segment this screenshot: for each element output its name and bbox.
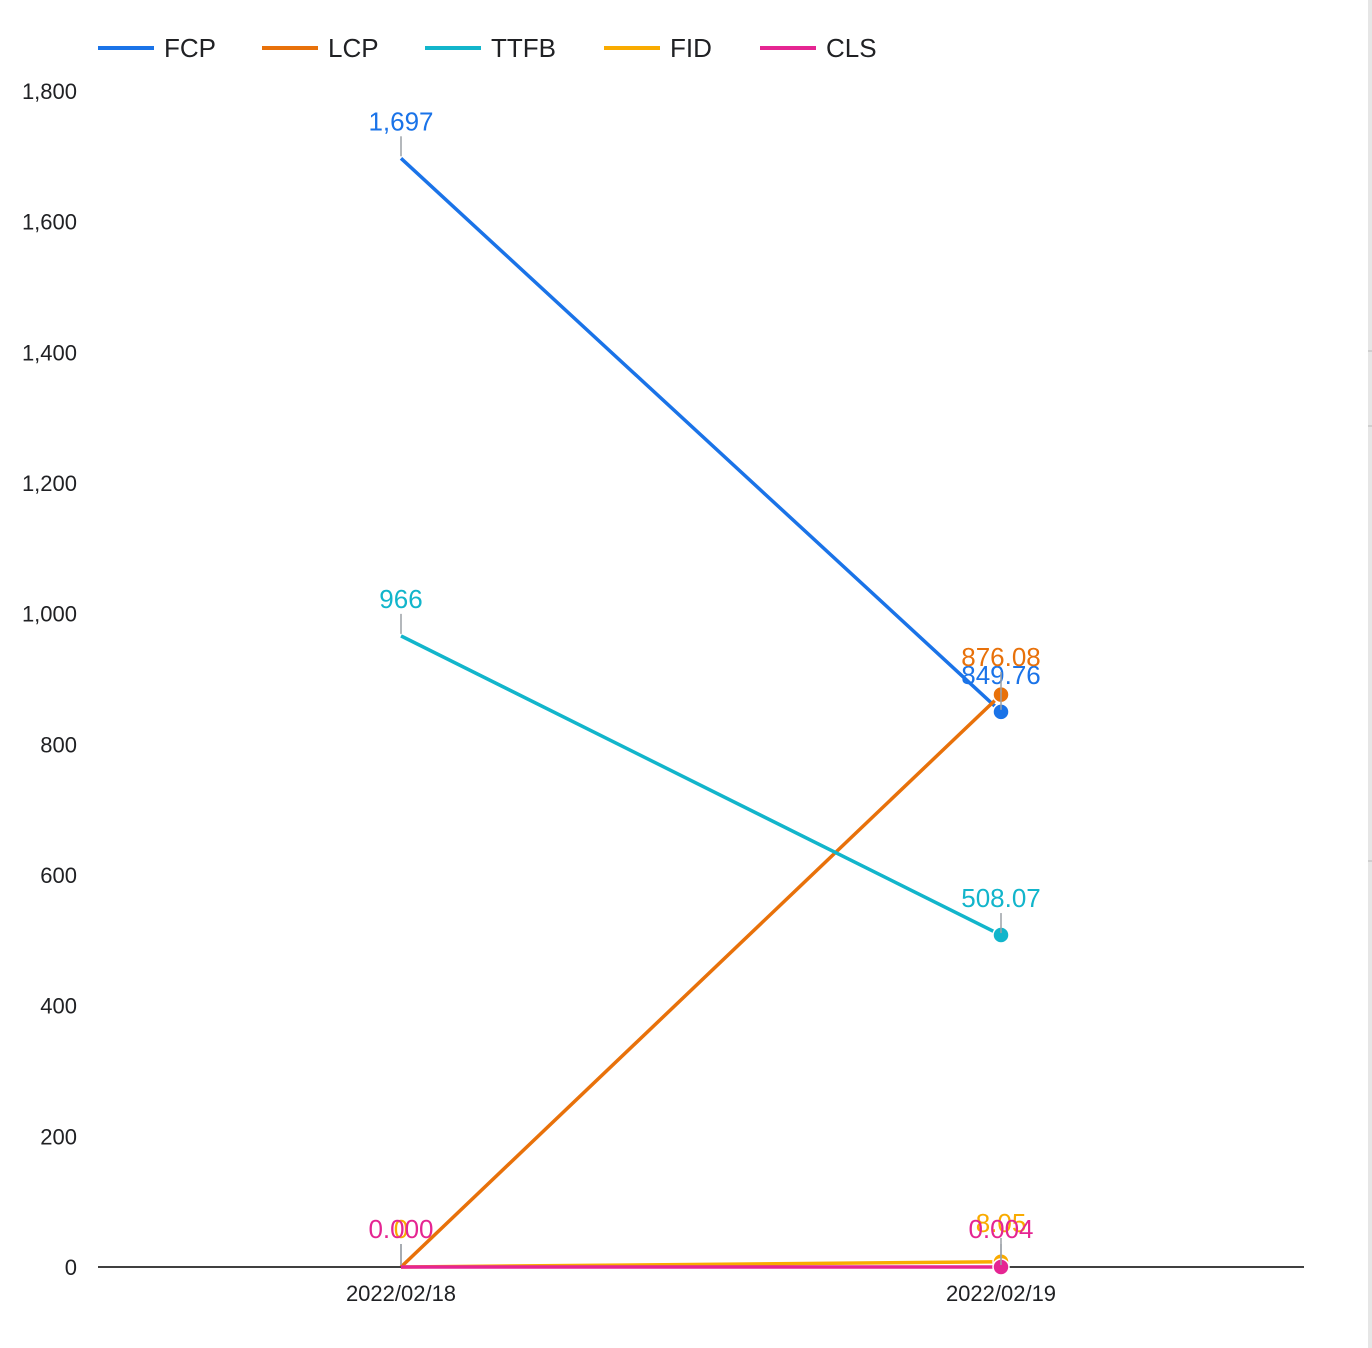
y-axis: 0 200 400 600 800 1,000 1,200 1,400 1,600 1,800 (22, 79, 77, 1280)
scrollbar-mark (1368, 425, 1372, 427)
data-label-fcp: 1,697 (368, 106, 433, 136)
y-tick-label: 1,800 (22, 79, 77, 104)
data-label-cls: 0.000 (368, 1214, 433, 1244)
y-tick-label: 800 (40, 732, 77, 757)
data-label-ttfb: 508.07 (961, 883, 1041, 913)
y-tick-label: 200 (40, 1124, 77, 1149)
data-label-lcp: 876.08 (961, 642, 1041, 672)
legend-label-fid: FID (670, 33, 712, 63)
scrollbar-mark (1368, 350, 1372, 352)
legend-label-lcp: LCP (328, 33, 379, 63)
legend-label-fcp: FCP (164, 33, 216, 63)
data-label-fid: 8.05 (976, 1208, 1027, 1238)
y-tick-label: 1,000 (22, 602, 77, 627)
y-tick-label: 1,600 (22, 210, 77, 235)
x-tick-label: 2022/02/18 (346, 1281, 456, 1306)
scrollbar-track[interactable] (1368, 0, 1372, 1348)
y-tick-label: 1,200 (22, 471, 77, 496)
y-tick-label: 1,400 (22, 340, 77, 365)
series-line-ttfb (400, 634, 1002, 937)
series-line-lcp (399, 693, 1003, 1269)
data-label-ttfb: 966 (379, 584, 422, 614)
scrollbar-mark (1368, 860, 1372, 862)
x-tick-label: 2022/02/19 (946, 1281, 1056, 1306)
data-label-fid: 0 (394, 1214, 408, 1244)
series-line-fcp (399, 157, 1003, 714)
y-tick-label: 600 (40, 863, 77, 888)
legend: FCP LCP TTFB FID CLS (98, 33, 877, 63)
legend-label-cls: CLS (826, 33, 877, 63)
series-layer (399, 157, 1010, 1276)
legend-label-ttfb: TTFB (491, 33, 556, 63)
data-label-cls: 0.004 (968, 1214, 1033, 1244)
x-axis: 2022/02/18 2022/02/19 (98, 1266, 1304, 1306)
y-tick-label: 0 (65, 1255, 77, 1280)
y-tick-label: 400 (40, 994, 77, 1019)
